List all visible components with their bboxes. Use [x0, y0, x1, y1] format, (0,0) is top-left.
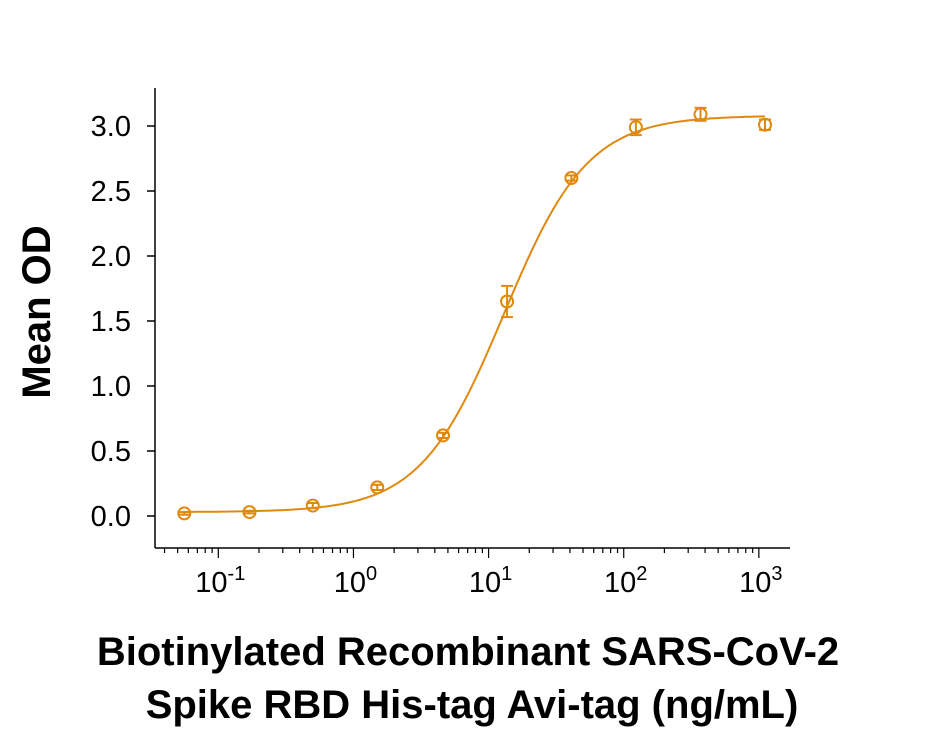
marker	[628, 120, 643, 135]
data-point	[177, 506, 192, 521]
data-point	[370, 480, 385, 495]
y-tick-label: 2.0	[91, 241, 131, 273]
marker	[564, 171, 579, 185]
marker	[500, 294, 515, 309]
x-axis-label-line1: Biotinylated Recombinant SARS-CoV-2	[97, 630, 839, 674]
fit-curve	[184, 115, 765, 513]
data-point	[500, 284, 515, 319]
x-tick-label: 100	[334, 563, 377, 599]
data-point	[242, 505, 257, 520]
y-tick-label: 3.0	[91, 111, 131, 143]
y-tick-label: 0.5	[91, 436, 131, 468]
data-points	[177, 106, 773, 521]
axes	[154, 88, 790, 549]
x-tick-label: 102	[604, 563, 647, 599]
data-point	[305, 498, 320, 513]
marker	[693, 107, 708, 122]
data-point	[564, 171, 579, 185]
x-tick-label: 10-1	[195, 563, 245, 599]
x-tick-label: 103	[739, 563, 782, 599]
data-point	[758, 117, 773, 132]
marker	[242, 505, 257, 520]
y-tick-label: 2.5	[91, 176, 131, 208]
marker	[177, 506, 192, 521]
y-tick-label: 1.0	[91, 371, 131, 403]
y-ticks: 0.0 0.5 1.0 1.5 2.0 2.5 3.0	[91, 111, 155, 533]
x-ticks: 10-1 100 101 102 103	[163, 548, 783, 599]
data-point	[693, 106, 708, 122]
marker	[758, 117, 773, 132]
y-axis-label: Mean OD	[15, 225, 59, 398]
marker	[305, 498, 320, 513]
data-point	[436, 428, 451, 443]
y-tick-label: 1.5	[91, 306, 131, 338]
x-tick-label: 101	[469, 563, 512, 599]
marker	[370, 480, 385, 495]
data-point	[628, 118, 643, 137]
marker	[436, 428, 451, 443]
y-tick-label: 0.0	[91, 501, 131, 533]
x-axis-label-line2: Spike RBD His-tag Avi-tag (ng/mL)	[146, 683, 799, 727]
